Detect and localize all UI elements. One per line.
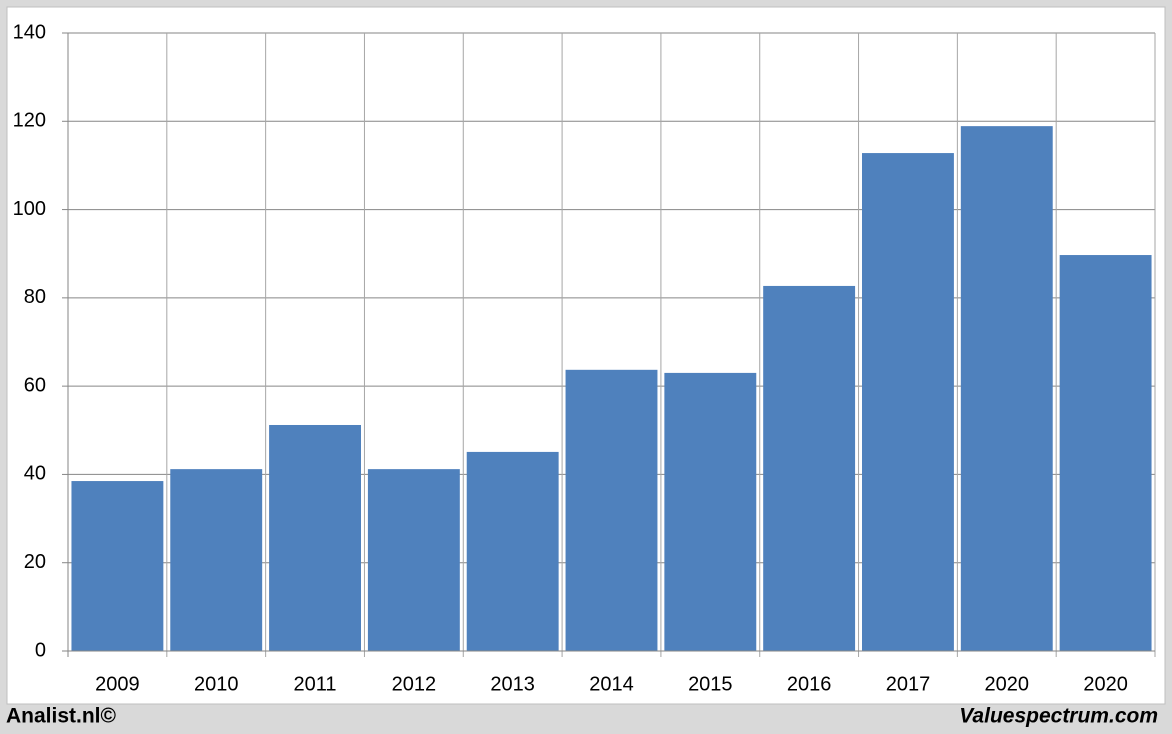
bar — [367, 469, 460, 651]
x-tick-label: 2014 — [589, 673, 634, 695]
x-tick-label: 2017 — [886, 673, 931, 695]
bar — [466, 451, 559, 651]
bar — [71, 481, 164, 651]
bar — [565, 369, 658, 651]
y-tick-label: 40 — [24, 463, 46, 485]
y-tick-label: 100 — [13, 198, 46, 220]
x-tick-label: 2013 — [490, 673, 535, 695]
bar — [960, 126, 1053, 652]
x-tick-label: 2009 — [95, 673, 140, 695]
bar — [170, 469, 263, 651]
x-tick-label: 2020 — [985, 673, 1030, 695]
bar — [1059, 255, 1152, 651]
bar — [269, 424, 361, 651]
y-tick-label: 0 — [35, 639, 46, 661]
bar — [763, 285, 856, 651]
x-tick-label: 2015 — [688, 673, 733, 695]
y-tick-label: 80 — [24, 286, 46, 308]
y-tick-label: 120 — [13, 110, 46, 132]
x-tick-label: 2011 — [294, 673, 337, 695]
footer-right: Valuespectrum.com — [959, 705, 1158, 728]
y-tick-label: 20 — [24, 551, 46, 573]
bar — [862, 153, 954, 651]
x-tick-label: 2020 — [1083, 673, 1128, 695]
x-tick-label: 2012 — [392, 673, 437, 695]
x-tick-label: 2016 — [787, 673, 832, 695]
y-tick-label: 140 — [13, 21, 46, 43]
footer-left: Analist.nl© — [6, 705, 117, 728]
bar — [664, 372, 757, 651]
y-tick-label: 60 — [24, 374, 46, 396]
x-tick-label: 2010 — [194, 673, 239, 695]
